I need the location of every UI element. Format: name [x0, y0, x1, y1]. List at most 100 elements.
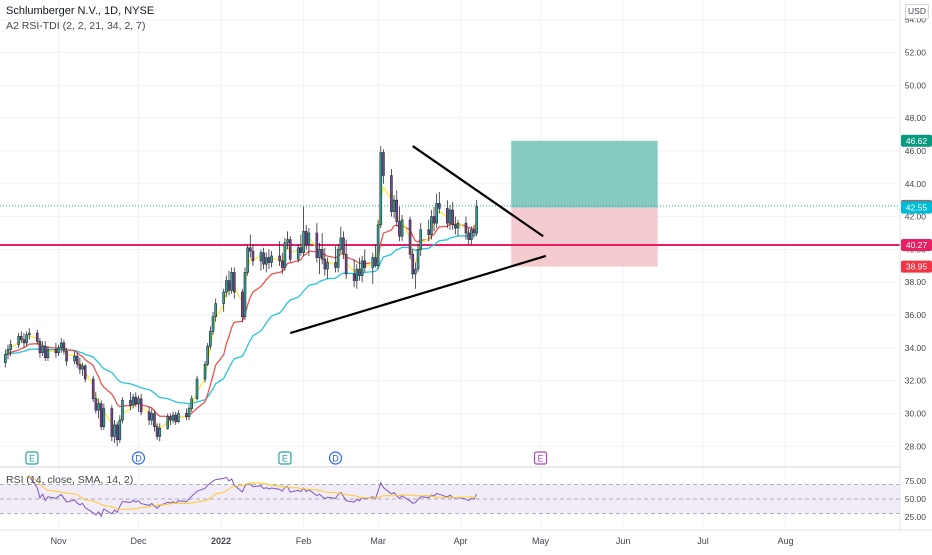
- candle-up: [360, 255, 364, 283]
- candle-body: [352, 273, 356, 281]
- candle-body: [94, 398, 98, 411]
- candle-body: [379, 152, 383, 226]
- candle-up: [414, 262, 417, 289]
- triangle-trendlines[interactable]: [289, 145, 547, 335]
- candle-body: [248, 247, 252, 252]
- candle-down: [358, 257, 361, 281]
- candle-body: [185, 413, 188, 418]
- candle-body: [41, 345, 44, 354]
- time-axis[interactable]: Nov Dec 2022 Feb Mar Apr May Jun Jul Aug: [0, 529, 932, 550]
- candle-body: [20, 336, 23, 340]
- candle-body: [326, 262, 329, 270]
- price-label-badge: 40.27: [901, 238, 932, 251]
- price-tick-label: 34.00: [905, 343, 927, 353]
- candle-body: [246, 247, 249, 273]
- rsi-smoothing-line: [26, 476, 477, 510]
- dividend-event-marker[interactable]: D: [131, 451, 146, 465]
- candle-up: [73, 351, 76, 365]
- candle-body: [467, 232, 470, 240]
- rsi-tick-label: 50.00: [905, 494, 927, 504]
- candle-body: [158, 427, 162, 437]
- candle-up: [336, 244, 340, 273]
- candle-down: [134, 392, 138, 407]
- candle-body: [6, 349, 10, 355]
- candle-down: [467, 228, 470, 245]
- triangle-lower-trendline[interactable]: [289, 254, 547, 335]
- candle-body: [251, 250, 255, 262]
- candle-body: [43, 345, 47, 359]
- symbol-title: Schlumberger N.V., 1D, NYSE: [6, 5, 155, 17]
- candle-up: [448, 205, 452, 230]
- event-badge: [25, 451, 39, 465]
- candle-down: [248, 234, 252, 258]
- candle-body: [62, 342, 66, 352]
- candle-body: [400, 219, 404, 237]
- event-badge: [328, 451, 343, 465]
- candle-body: [97, 403, 100, 411]
- candle-up: [25, 331, 28, 347]
- candle-body: [233, 272, 236, 293]
- candle-body: [81, 365, 84, 370]
- earnings-event-marker[interactable]: E: [533, 451, 548, 465]
- event-letter: E: [29, 454, 35, 464]
- candle-body: [304, 231, 308, 245]
- candle-up: [470, 226, 473, 245]
- price-label-bg: [901, 134, 932, 147]
- candle-down: [262, 247, 265, 270]
- candle-body: [302, 231, 305, 253]
- candle-body: [296, 247, 300, 260]
- candle-body: [209, 331, 212, 347]
- candle-body: [35, 332, 39, 342]
- candle-up: [355, 264, 359, 289]
- candle-body: [395, 199, 399, 222]
- earnings-event-marker[interactable]: E: [278, 451, 292, 465]
- candle-up: [113, 420, 116, 444]
- triangle-upper-trendline[interactable]: [412, 145, 544, 238]
- candle-body: [342, 237, 345, 255]
- candle-up: [416, 244, 420, 273]
- candle-down: [110, 405, 114, 442]
- candle-body: [472, 229, 476, 234]
- candle-body: [59, 342, 63, 349]
- time-tick-label: Dec: [130, 536, 147, 546]
- candle-down: [139, 393, 143, 416]
- dividend-event-marker[interactable]: D: [328, 451, 343, 465]
- time-axis-bg: [0, 530, 932, 550]
- candle-up: [27, 328, 31, 340]
- rsi-line: [26, 476, 478, 518]
- candle-up: [4, 349, 7, 368]
- candle-body: [283, 242, 287, 268]
- candle-down: [427, 219, 430, 242]
- candle-down: [408, 216, 412, 260]
- price-tick-label: 36.00: [905, 310, 927, 320]
- candle-body: [392, 199, 396, 212]
- candle-body: [344, 254, 348, 275]
- long-position-tool[interactable]: [511, 140, 658, 267]
- candle-body: [360, 260, 364, 276]
- candle-body: [214, 303, 217, 317]
- rsi-tick-label: 25.00: [905, 512, 927, 522]
- time-tick-label: Nov: [51, 536, 68, 546]
- candle-body: [456, 222, 460, 229]
- candle-body: [102, 408, 106, 427]
- price-axis-bg: [900, 0, 932, 550]
- candle-body: [363, 260, 367, 268]
- candle-down: [174, 411, 178, 425]
- candle-body: [118, 419, 122, 441]
- candle-up: [456, 219, 460, 237]
- price-label-bg: [901, 238, 932, 251]
- candle-body: [131, 396, 135, 406]
- currency-label[interactable]: USD: [905, 4, 929, 19]
- candle-body: [451, 209, 454, 226]
- price-axis[interactable]: 54.0052.0050.0048.0046.0044.0042.0040.00…: [899, 0, 932, 550]
- candle-up: [59, 338, 63, 353]
- candle-up: [9, 339, 12, 357]
- earnings-event-marker[interactable]: E: [25, 451, 39, 465]
- candle-body: [83, 365, 87, 380]
- candle-up: [195, 375, 199, 401]
- candle-body: [65, 350, 68, 362]
